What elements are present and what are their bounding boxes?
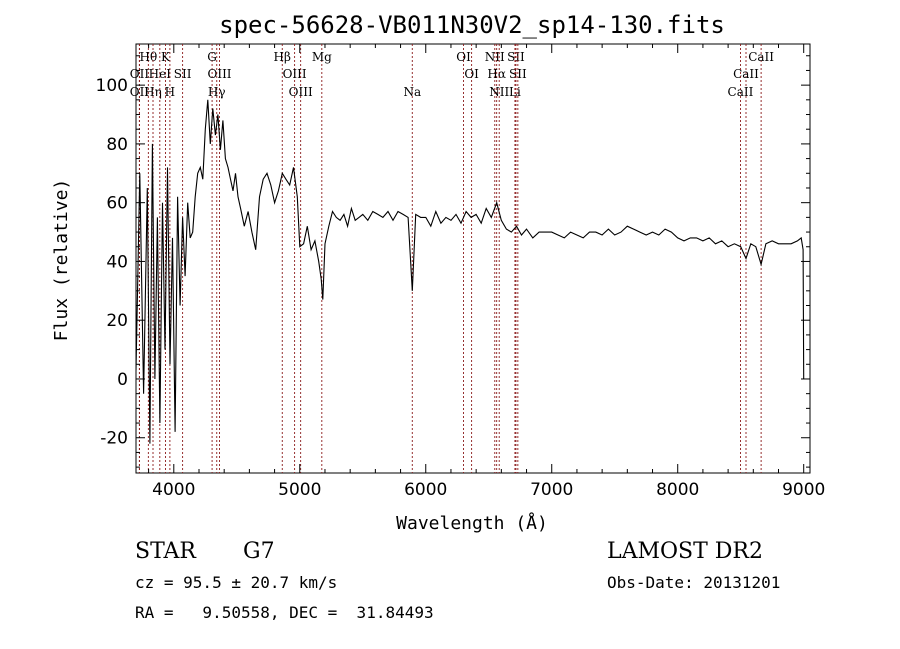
object-subclass: G7 xyxy=(243,539,275,564)
line-marker-label: OI xyxy=(456,50,471,64)
plot-frame xyxy=(136,44,810,473)
x-tick-label: 6000 xyxy=(404,480,447,500)
line-marker-label: Na xyxy=(403,85,421,99)
line-marker-label: CaII xyxy=(748,50,774,64)
x-tick-label: 4000 xyxy=(152,480,195,500)
line-marker-label: Mg xyxy=(312,50,332,64)
survey-name: LAMOST DR2 xyxy=(607,539,763,564)
x-tick-label: 8000 xyxy=(656,480,699,500)
line-marker-label: OIII xyxy=(289,85,313,99)
y-tick-label: 0 xyxy=(117,370,128,390)
y-tick-label: -20 xyxy=(100,429,128,449)
velocity-readout: cz = 95.5 ± 20.7 km/s xyxy=(135,573,337,592)
spectrum-line xyxy=(136,100,804,444)
line-marker-label: Hβ xyxy=(274,50,291,64)
line-marker-label: Hα xyxy=(487,67,506,81)
y-tick-label: 60 xyxy=(106,194,128,214)
line-marker-label: H xyxy=(165,85,175,99)
y-tick-label: 80 xyxy=(106,135,128,155)
line-marker-label: NII xyxy=(485,50,505,64)
line-marker-label: Hγ xyxy=(208,85,226,99)
x-axis-label: Wavelength (Å) xyxy=(396,512,548,534)
line-marker-label: Hη xyxy=(144,85,162,99)
line-marker-label: HeI xyxy=(149,67,172,81)
line-marker-label: Li xyxy=(509,85,521,99)
x-tick-label: 5000 xyxy=(278,480,321,500)
chart-title: spec-56628-VB011N30V2_sp14-130.fits xyxy=(219,11,725,39)
line-marker-label: OIII xyxy=(283,67,307,81)
line-marker-label: SII xyxy=(509,67,527,81)
axis-ticks: 4000 5000 6000 7000 8000 9000 -20 0 20 40 60 80 100 xyxy=(96,44,826,500)
line-marker-label: SII xyxy=(507,50,525,64)
y-tick-label: 20 xyxy=(106,311,128,331)
y-axis-label: Flux (relative) xyxy=(51,179,72,342)
line-marker-label: OIII xyxy=(207,67,231,81)
object-class: STAR xyxy=(135,539,196,564)
x-tick-label: 7000 xyxy=(530,480,573,500)
obs-date: Obs-Date: 20131201 xyxy=(607,573,780,592)
line-marker-label: CaII xyxy=(728,85,754,99)
line-marker-label: Hθ xyxy=(139,50,157,64)
x-tick-label: 9000 xyxy=(782,480,825,500)
line-marker-label: NII xyxy=(489,85,509,99)
y-tick-label: 100 xyxy=(96,76,128,96)
spectrum-series xyxy=(136,100,804,444)
line-marker-label: OI xyxy=(464,67,479,81)
line-marker-label: G xyxy=(207,50,217,64)
line-marker-label: SII xyxy=(174,67,192,81)
plot-border xyxy=(136,44,810,473)
y-tick-label: 40 xyxy=(106,252,128,272)
line-marker-label: CaII xyxy=(733,67,759,81)
coordinates: RA = 9.50558, DEC = 31.84493 xyxy=(135,603,434,622)
